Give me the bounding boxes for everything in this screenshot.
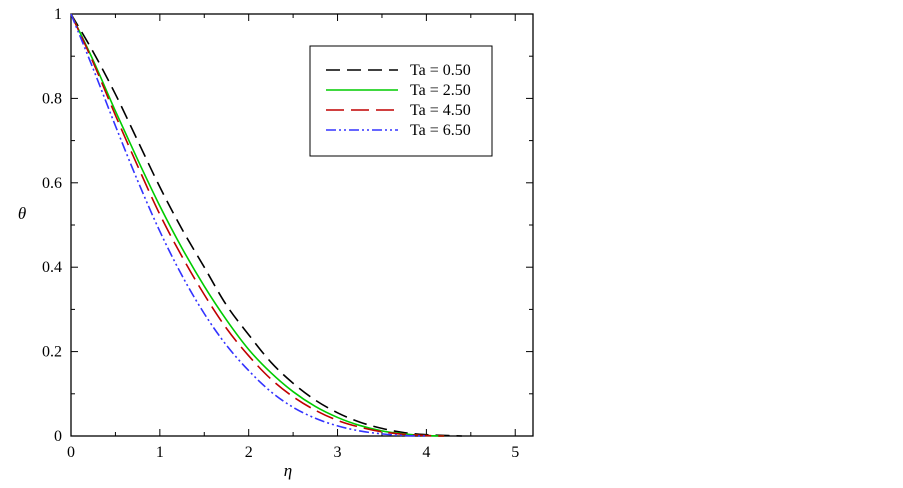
y-tick-label: 1 xyxy=(54,6,62,23)
series-line-2 xyxy=(70,13,445,437)
legend-label-2: Ta = 2.50 xyxy=(410,82,471,99)
y-tick-label: 0.6 xyxy=(42,175,62,192)
legend-box xyxy=(309,45,493,157)
y-tick-label: 0 xyxy=(54,428,62,445)
series-line-3 xyxy=(70,13,445,437)
x-tick-label: 2 xyxy=(245,444,253,461)
x-tick-label: 0 xyxy=(67,444,75,461)
legend-label-3: Ta = 4.50 xyxy=(410,102,471,119)
y-axis: 0 0.2 0.4 0.6 0.8 1 xyxy=(42,6,533,445)
y-axis-label: θ xyxy=(18,204,26,223)
series-line-4 xyxy=(70,13,427,437)
legend: Ta = 0.50 Ta = 2.50 Ta = 4.50 Ta = 6.50 xyxy=(309,45,493,157)
y-tick-label: 0.8 xyxy=(42,90,62,107)
legend-label-4: Ta = 6.50 xyxy=(410,122,471,139)
x-tick-label: 4 xyxy=(422,444,430,461)
x-tick-label: 5 xyxy=(511,444,519,461)
x-axis-label: η xyxy=(284,461,292,480)
y-tick-label: 0.2 xyxy=(42,344,62,361)
series-line-1 xyxy=(70,13,462,437)
x-tick-label: 3 xyxy=(334,444,342,461)
x-axis: 0 1 2 3 4 5 xyxy=(67,14,519,461)
y-tick-label: 0.4 xyxy=(42,259,62,276)
legend-label-1: Ta = 0.50 xyxy=(410,62,471,79)
x-tick-label: 1 xyxy=(156,444,164,461)
series-layer xyxy=(70,13,462,437)
